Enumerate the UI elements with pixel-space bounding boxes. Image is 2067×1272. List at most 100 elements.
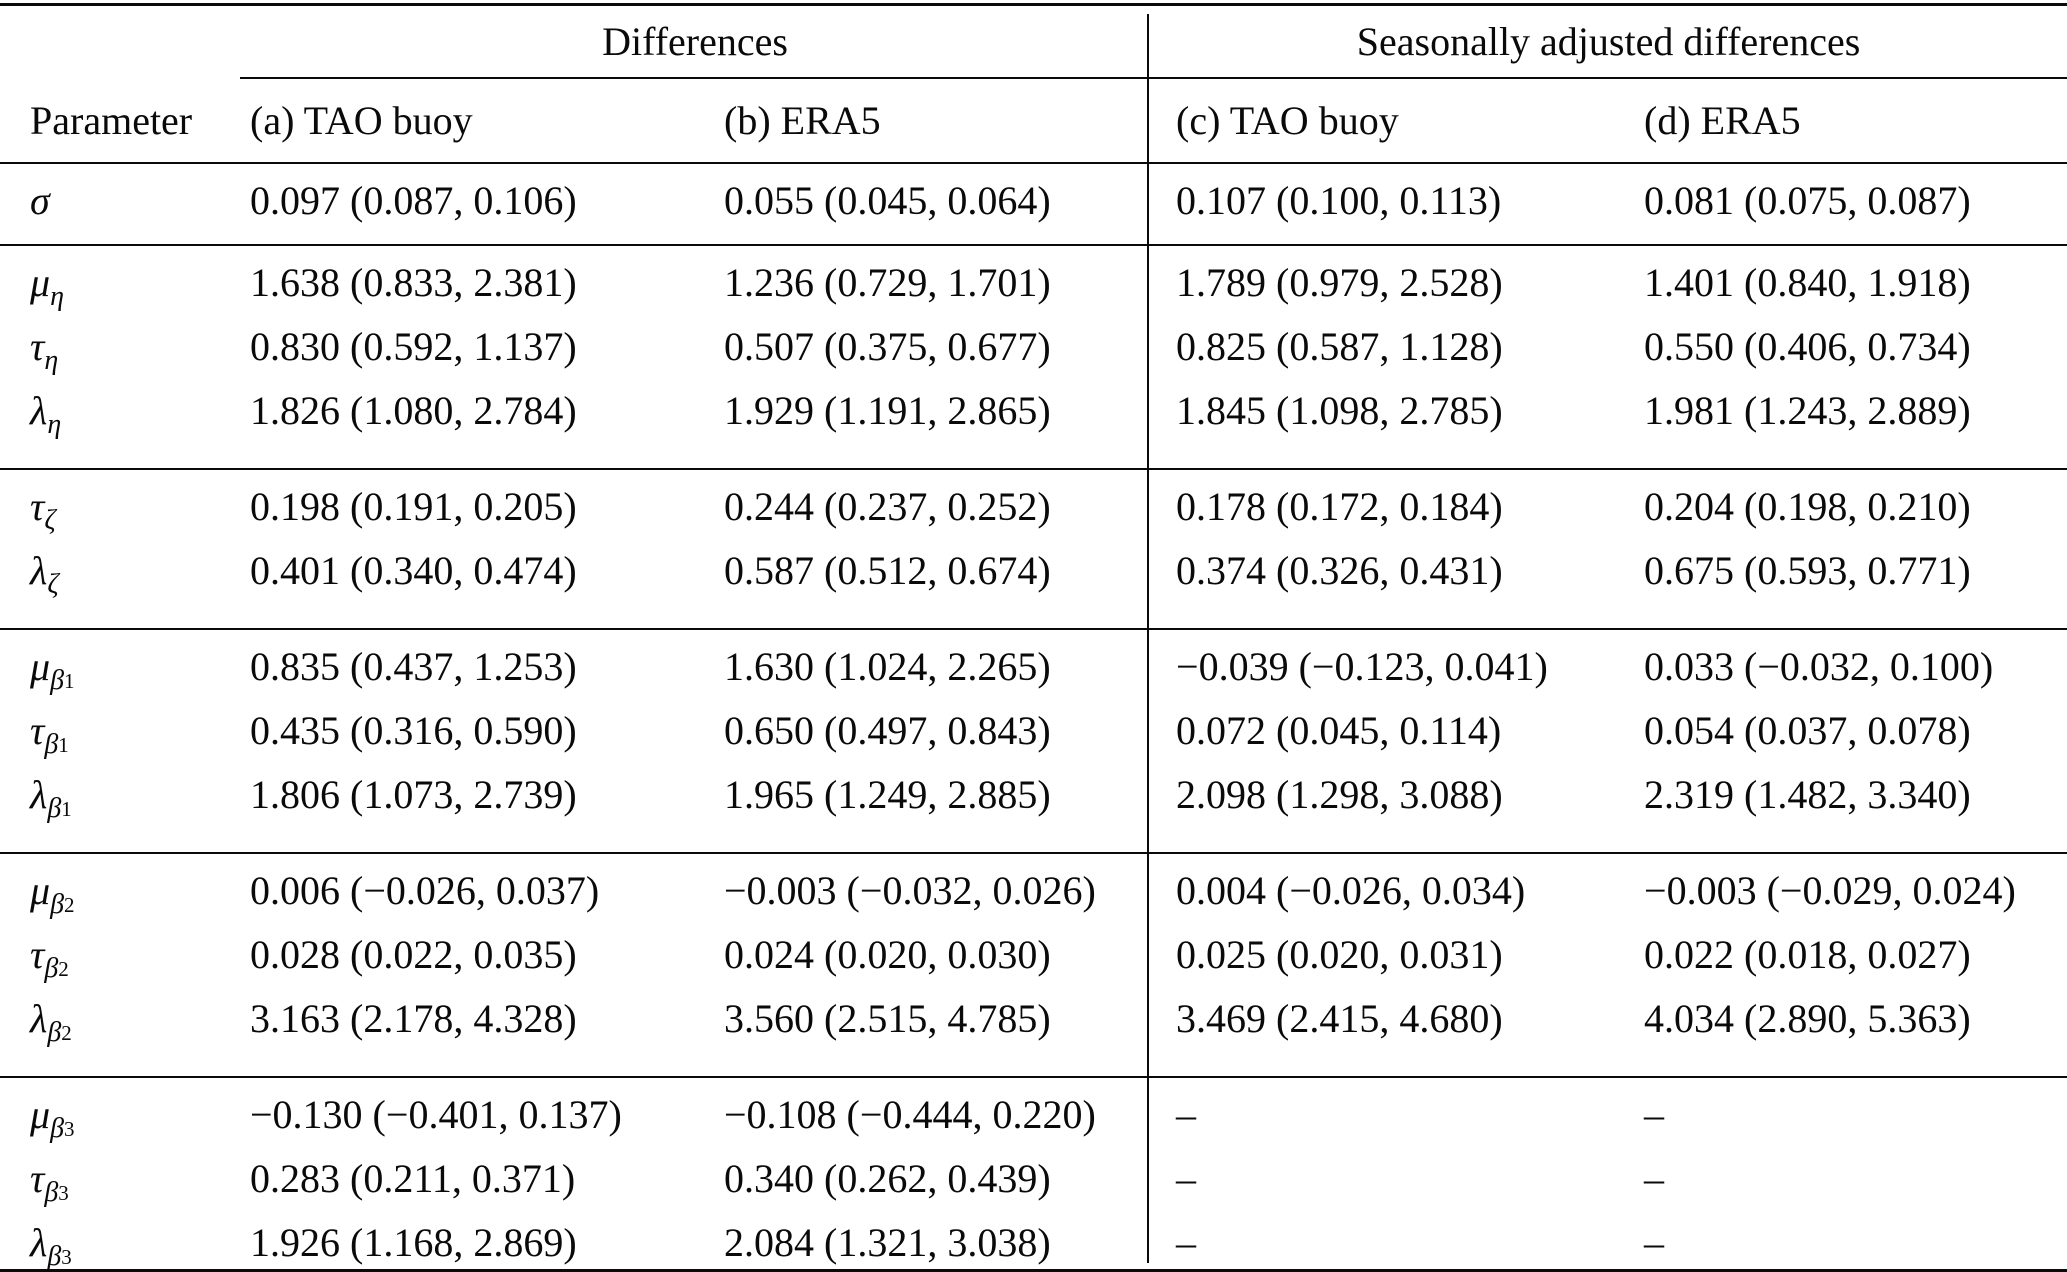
value-cell-b: 0.340 (0.262, 0.439) [724, 1156, 1051, 1201]
value-cell-b: 2.084 (1.321, 3.038) [724, 1220, 1051, 1265]
value-cell-c: – [1176, 1220, 1197, 1265]
value-cell-c: 1.845 (1.098, 2.785) [1176, 388, 1503, 433]
value-cell-b: 0.507 (0.375, 0.677) [724, 324, 1051, 369]
value-cell-b: 1.236 (0.729, 1.701) [724, 260, 1051, 305]
parameter-sub-subscript: 3 [64, 1117, 75, 1141]
value-cell-b: 0.587 (0.512, 0.674) [724, 548, 1051, 593]
parameter-symbol: τ [30, 484, 45, 529]
value-cell-c: 0.025 (0.020, 0.031) [1176, 932, 1503, 977]
parameter-subscript: β [44, 729, 59, 760]
parameter-cell: τζ [0, 469, 240, 546]
parameter-cell: τη [0, 322, 240, 386]
value-cell-c: 0.107 (0.100, 0.113) [1176, 178, 1502, 223]
group-header-row: Differences Seasonally adjusted differen… [0, 4, 2067, 79]
row-group: μβ3 −0.130 (−0.401, 0.137) −0.108 (−0.444,… [0, 1077, 2067, 1272]
value-cell-a: 0.006 (−0.026, 0.037) [250, 868, 600, 913]
parameter-estimates-table: Differences Seasonally adjusted differen… [0, 3, 2067, 1272]
parameter-symbol: μ [30, 868, 51, 913]
parameter-cell: τβ3 [0, 1154, 240, 1218]
value-cell-d: 1.401 (0.840, 1.918) [1644, 260, 1971, 305]
value-cell-a: 0.835 (0.437, 1.253) [250, 644, 577, 689]
value-cell-c: 0.072 (0.045, 0.114) [1176, 708, 1502, 753]
parameter-sub-subscript: 3 [58, 1181, 69, 1205]
value-cell-c: −0.039 (−0.123, 0.041) [1176, 644, 1548, 689]
column-header-a-tao-buoy: (a) TAO buoy [240, 78, 715, 164]
table-row: τβ1 0.435 (0.316, 0.590) 0.650 (0.497, 0.8… [0, 706, 2067, 770]
parameter-symbol: μ [30, 260, 51, 305]
value-cell-b: 0.055 (0.045, 0.064) [724, 178, 1051, 223]
parameter-cell: τβ2 [0, 930, 240, 994]
parameter-symbol: μ [30, 644, 51, 689]
value-cell-d: 1.981 (1.243, 2.889) [1644, 388, 1971, 433]
parameter-cell: μβ1 [0, 629, 240, 706]
value-cell-d: 0.033 (−0.032, 0.100) [1644, 644, 1994, 689]
parameter-cell: μβ3 [0, 1077, 240, 1154]
table-row: τζ 0.198 (0.191, 0.205) 0.244 (0.237, 0.25… [0, 469, 2067, 546]
parameter-cell: μη [0, 245, 240, 322]
parameter-sub-subscript: 1 [58, 733, 69, 757]
table-row: μβ2 0.006 (−0.026, 0.037) −0.003 (−0.032, … [0, 853, 2067, 930]
row-group: μη 1.638 (0.833, 2.381) 1.236 (0.729, 1.70… [0, 245, 2067, 469]
parameter-sub-subscript: 1 [61, 797, 72, 821]
row-group: τζ 0.198 (0.191, 0.205) 0.244 (0.237, 0.25… [0, 469, 2067, 629]
value-cell-d: – [1644, 1156, 1665, 1201]
parameter-sub-subscript: 1 [64, 669, 75, 693]
value-cell-a: 0.401 (0.340, 0.474) [250, 548, 577, 593]
table-row: λβ3 1.926 (1.168, 2.869) 2.084 (1.321, 3.0… [0, 1218, 2067, 1272]
table-header: Differences Seasonally adjusted differen… [0, 4, 2067, 164]
value-cell-d: 0.054 (0.037, 0.078) [1644, 708, 1971, 753]
column-header-d-era5: (d) ERA5 [1630, 78, 2067, 164]
parameter-subscript: η [47, 409, 62, 440]
parameter-cell: σ [0, 163, 240, 245]
parameter-symbol: σ [30, 178, 50, 223]
value-cell-d: 4.034 (2.890, 5.363) [1644, 996, 1971, 1041]
parameter-cell: λη [0, 386, 240, 469]
column-header-parameter: Parameter [0, 78, 240, 164]
value-cell-b: 3.560 (2.515, 4.785) [724, 996, 1051, 1041]
table-row: τη 0.830 (0.592, 1.137) 0.507 (0.375, 0.67… [0, 322, 2067, 386]
value-cell-c: 2.098 (1.298, 3.088) [1176, 772, 1503, 817]
column-header-c-tao-buoy: (c) TAO buoy [1150, 78, 1631, 164]
value-cell-d: – [1644, 1092, 1665, 1137]
row-group: σ 0.097 (0.087, 0.106) 0.055 (0.045, 0.064… [0, 163, 2067, 245]
parameter-symbol: τ [30, 708, 45, 753]
parameter-symbol: τ [30, 932, 45, 977]
value-cell-c: 0.374 (0.326, 0.431) [1176, 548, 1503, 593]
column-divider-rule [1147, 14, 1149, 1263]
parameter-subscript: ζ [44, 505, 56, 536]
parameter-subscript: β [50, 889, 65, 920]
value-cell-a: 0.435 (0.316, 0.590) [250, 708, 577, 753]
column-header-b-era5: (b) ERA5 [715, 78, 1151, 164]
table-row: μβ3 −0.130 (−0.401, 0.137) −0.108 (−0.444,… [0, 1077, 2067, 1154]
parameter-subscript: β [44, 1177, 59, 1208]
value-cell-b: 0.024 (0.020, 0.030) [724, 932, 1051, 977]
row-group: μβ2 0.006 (−0.026, 0.037) −0.003 (−0.032, … [0, 853, 2067, 1077]
table-row: λβ1 1.806 (1.073, 2.739) 1.965 (1.249, 2.8… [0, 770, 2067, 853]
value-cell-a: 0.283 (0.211, 0.371) [250, 1156, 576, 1201]
table-bottom-rule [0, 1269, 2067, 1272]
parameter-sub-subscript: 2 [58, 957, 69, 981]
value-cell-a: 1.638 (0.833, 2.381) [250, 260, 577, 305]
parameter-cell: λζ [0, 546, 240, 629]
value-cell-a: 0.028 (0.022, 0.035) [250, 932, 577, 977]
value-cell-a: 3.163 (2.178, 4.328) [250, 996, 577, 1041]
table-row: μη 1.638 (0.833, 2.381) 1.236 (0.729, 1.70… [0, 245, 2067, 322]
parameter-symbol: λ [30, 996, 48, 1041]
value-cell-b: 0.650 (0.497, 0.843) [724, 708, 1051, 753]
value-cell-c: 1.789 (0.979, 2.528) [1176, 260, 1503, 305]
value-cell-a: 0.097 (0.087, 0.106) [250, 178, 577, 223]
value-cell-a: 1.806 (1.073, 2.739) [250, 772, 577, 817]
table-row: τβ3 0.283 (0.211, 0.371) 0.340 (0.262, 0.4… [0, 1154, 2067, 1218]
value-cell-d: −0.003 (−0.029, 0.024) [1644, 868, 2016, 913]
parameter-cell: τβ1 [0, 706, 240, 770]
value-cell-c: – [1176, 1092, 1197, 1137]
value-cell-d: 0.081 (0.075, 0.087) [1644, 178, 1971, 223]
value-cell-a: 0.830 (0.592, 1.137) [250, 324, 577, 369]
parameter-symbol: μ [30, 1092, 51, 1137]
parameter-subscript: β [47, 1017, 62, 1048]
parameter-subscript: β [47, 1241, 62, 1272]
value-cell-d: 2.319 (1.482, 3.340) [1644, 772, 1971, 817]
value-cell-d: – [1644, 1220, 1665, 1265]
value-cell-c: 0.178 (0.172, 0.184) [1176, 484, 1503, 529]
parameter-symbol: λ [30, 1220, 48, 1265]
